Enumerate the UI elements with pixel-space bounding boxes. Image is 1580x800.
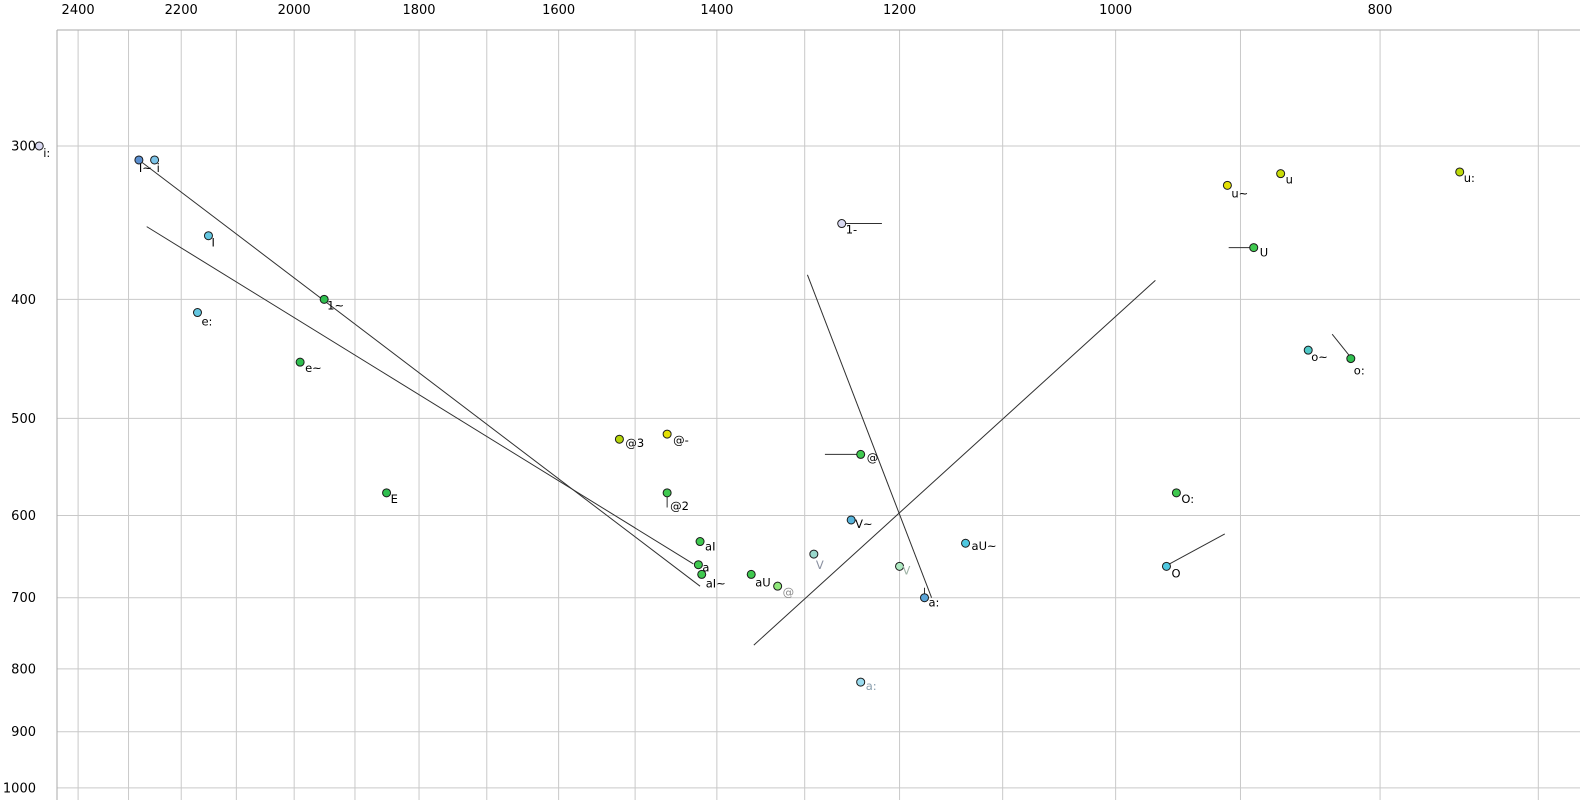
vowel-point-@ bbox=[856, 449, 866, 459]
y-axis-tick-label: 700 bbox=[11, 591, 36, 606]
vowel-point-label: I bbox=[211, 236, 214, 250]
y-axis-tick-label: 500 bbox=[11, 412, 36, 427]
vowel-point-label: a: bbox=[929, 596, 940, 610]
vowel-point-V bbox=[809, 549, 819, 559]
vowel-point-label: U bbox=[1260, 246, 1268, 260]
vowel-point-U bbox=[1249, 243, 1259, 253]
vowel-point-label: @2 bbox=[670, 499, 689, 513]
vowel-point-1- bbox=[837, 219, 847, 229]
vowel-point-label: O bbox=[1171, 566, 1180, 580]
y-axis-tick-label: 900 bbox=[11, 725, 36, 740]
y-axis-tick-label: 1000 bbox=[3, 781, 36, 796]
vowel-point-V~ bbox=[846, 515, 856, 525]
vowel-point-label: u bbox=[1286, 173, 1293, 187]
x-axis-tick-label: 1000 bbox=[1099, 3, 1132, 18]
x-axis-tick-label: 2000 bbox=[278, 3, 311, 18]
x-axis-tick-label: 800 bbox=[1368, 3, 1393, 18]
vowel-point-label: u: bbox=[1464, 171, 1475, 185]
y-axis-tick-label: 800 bbox=[11, 662, 36, 677]
vowel-point-E bbox=[382, 488, 392, 498]
vowel-point-label: aU bbox=[755, 575, 770, 589]
vowel-point-i bbox=[150, 155, 160, 165]
vowel-point-e~ bbox=[295, 357, 305, 367]
vowel-point-V bbox=[895, 561, 905, 571]
vowel-point-label: e: bbox=[201, 315, 212, 329]
vowel-point-O bbox=[1161, 561, 1171, 571]
y-axis-tick-label: 300 bbox=[11, 139, 36, 154]
x-axis-tick-label: 1800 bbox=[402, 3, 435, 18]
x-axis-tick-label: 1400 bbox=[700, 3, 733, 18]
vowel-point-label: i bbox=[157, 161, 160, 175]
x-axis-tick-label: 1600 bbox=[542, 3, 575, 18]
vowel-point-aI bbox=[695, 537, 705, 547]
vowel-point-aU bbox=[746, 569, 756, 579]
y-axis-tick-label: 600 bbox=[11, 509, 36, 524]
vowel-point-label: V bbox=[903, 563, 911, 577]
vowel-point-1~ bbox=[319, 294, 329, 304]
vowel-point-label: V bbox=[816, 558, 824, 572]
vowel-point-aI~ bbox=[697, 569, 707, 579]
vowel-point-@- bbox=[662, 429, 672, 439]
vowel-point-label: aI~ bbox=[706, 576, 726, 590]
vowel-point-u~ bbox=[1222, 180, 1232, 190]
vowel-point-label: a bbox=[702, 561, 709, 575]
vowel-point-u bbox=[1276, 169, 1286, 179]
vowel-point-aU~ bbox=[961, 538, 971, 548]
vowel-point-@3 bbox=[614, 434, 624, 444]
vowel-point-o~ bbox=[1303, 345, 1313, 355]
vowel-point-@ bbox=[773, 581, 783, 591]
vowel-point-a: bbox=[856, 677, 866, 687]
vowel-point-label: @- bbox=[673, 433, 689, 447]
trajectory-line bbox=[806, 274, 933, 598]
vowel-point-label: o: bbox=[1354, 364, 1365, 378]
vowel-point-label: a: bbox=[866, 679, 877, 693]
vowel-point-a: bbox=[920, 593, 930, 603]
vowel-point-I~ bbox=[134, 155, 144, 165]
x-axis-tick-label: 1200 bbox=[883, 3, 916, 18]
vowel-point-O: bbox=[1171, 488, 1181, 498]
vowel-point-label: O: bbox=[1181, 492, 1194, 506]
vowel-point-a bbox=[693, 560, 703, 570]
vowel-point-label: i: bbox=[43, 146, 50, 160]
vowel-point-o: bbox=[1346, 354, 1356, 364]
vowel-point-label: @3 bbox=[625, 436, 644, 450]
vowel-point-label: I~ bbox=[139, 161, 152, 175]
vowel-point-label: aI bbox=[705, 540, 715, 554]
vowel-point-@2 bbox=[662, 488, 672, 498]
vowel-point-label: @ bbox=[867, 450, 879, 464]
vowel-point-I bbox=[203, 231, 213, 241]
vowel-point-label: 1- bbox=[846, 223, 857, 237]
vowel-point-u: bbox=[1455, 167, 1465, 177]
trajectory-line bbox=[753, 279, 1156, 646]
vowel-point-label: o~ bbox=[1311, 350, 1328, 364]
vowel-point-label: V~ bbox=[855, 517, 873, 531]
x-axis-tick-label: 2200 bbox=[165, 3, 198, 18]
vowel-point-e: bbox=[192, 308, 202, 318]
trajectory-line bbox=[138, 159, 701, 587]
vowel-point-label: e~ bbox=[305, 361, 322, 375]
vowel-point-label: E bbox=[391, 492, 398, 506]
vowel-point-label: @ bbox=[783, 585, 795, 599]
vowel-point-i: bbox=[34, 141, 44, 151]
y-axis-tick-label: 400 bbox=[11, 293, 36, 308]
vowel-point-label: 1~ bbox=[327, 298, 344, 312]
trajectory-line bbox=[146, 226, 694, 565]
trajectory-line bbox=[1331, 333, 1352, 358]
vowel-point-label: aU~ bbox=[972, 539, 997, 553]
vowel-point-label: u~ bbox=[1231, 186, 1248, 200]
trajectory-line bbox=[1166, 533, 1226, 566]
x-axis-tick-label: 2400 bbox=[62, 3, 95, 18]
